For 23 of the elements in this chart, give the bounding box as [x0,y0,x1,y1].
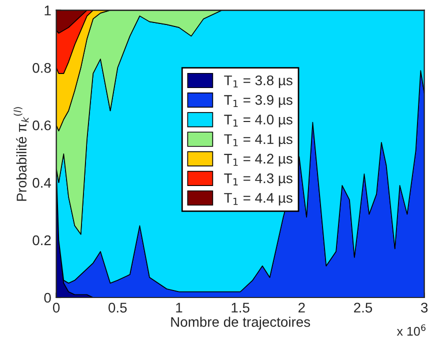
y-tick-label: 0 [44,292,51,303]
y-tick-label: 0.6 [32,120,51,130]
y-tick-label: 0.4 [32,178,52,188]
x-tick-label: 0 [52,302,60,313]
x-tick-label: 1 [176,302,182,312]
legend-label: T$_{1}$ = 3.8 µs [224,75,292,88]
legend-label: T$_{1}$ = 4.4 µs [224,193,292,206]
legend-label: T$_{1}$ = 4.0 µs [224,114,292,128]
legend-label: T$_{1}$ = 4.2 µs [224,154,292,166]
x-tick-label: 3 [421,302,428,313]
legend-label: T$_{1}$ = 3.9 µs [224,95,292,108]
y-tick-label: 0.2 [32,235,51,246]
text: x 10$^{6}$ [396,324,426,336]
y-tick-label: 1 [44,6,51,16]
legend-label: T$_{1}$ = 4.3 µs [224,173,292,186]
x-tick-label: 2.5 [354,302,372,313]
y-axis-title: Probabilité π$_{k}$$^{(l)}$ [14,107,29,201]
y-tick-label: 0.8 [32,62,51,73]
x-tick-label: 2 [298,302,305,312]
x-axis-title: Nombre de trajectoires [171,316,310,330]
x-tick-label: 1.5 [232,302,250,313]
legend-label: T$_{1}$ = 4.1 µs [224,134,292,147]
x-tick-label: 0.5 [108,302,127,313]
